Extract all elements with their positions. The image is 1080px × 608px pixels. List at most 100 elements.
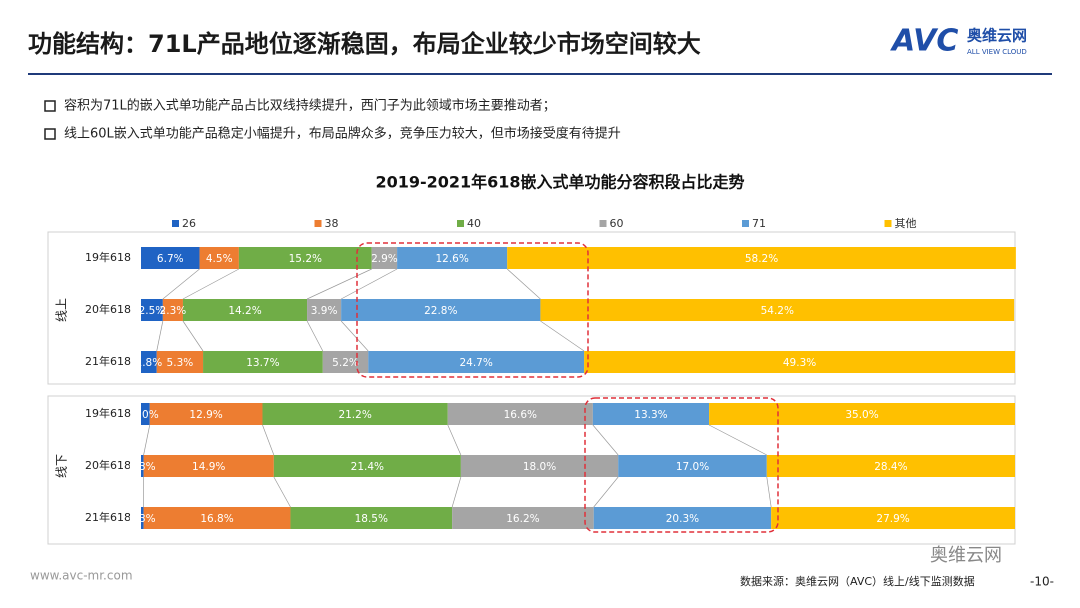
legend-label: 60 [610,217,624,230]
data-label: 16.8% [200,513,233,525]
data-label: 1.8% [136,357,163,369]
bar-segment [618,455,767,477]
source: 数据来源：奥维云网（AVC）线上/线下监测数据 [740,574,975,588]
bar-segment [182,299,308,321]
wechat-mark: 奥维云网 [930,545,1002,566]
bar-segment [199,247,239,269]
legend-label: 其他 [895,217,917,230]
category-label: 20年618 [85,458,131,472]
data-label: 58.2% [745,253,778,265]
connector [340,268,398,300]
legend-swatch [314,220,322,227]
chart-title: 2019-2021年618嵌入式单功能分容积段占比走势 [375,173,744,192]
data-label: 54.2% [761,305,794,317]
data-label: 16.2% [506,513,539,525]
bar-segment [162,299,183,321]
bar-segment [141,507,144,529]
bar-segment [447,403,593,425]
connector [593,476,619,508]
connector [273,476,291,508]
bar-segment [141,403,150,425]
bar-segment [452,507,594,529]
group-frame [47,231,1016,385]
bar-segment [203,351,323,373]
footer-url: www.avc-mr.com [30,569,133,583]
connector [340,320,369,352]
legend-label: 71 [752,217,766,230]
bar-segment [290,507,453,529]
data-label: 12.6% [435,253,468,265]
data-label: 3.9% [311,305,338,317]
connector [162,268,200,300]
bar-segment [238,247,372,269]
data-label: 14.9% [192,461,225,473]
connector [182,268,240,300]
data-label: 0.3% [129,461,156,473]
legend-label: 38 [325,217,339,230]
group-label: 线上 [55,298,69,322]
data-label: 18.5% [355,513,388,525]
data-label: 2.9% [371,253,398,265]
connector [451,476,462,508]
bar-segment [149,403,263,425]
data-label: 0.3% [129,513,156,525]
data-label: 4.5% [206,253,233,265]
data-label: 28.4% [874,461,907,473]
data-label: 5.2% [332,357,359,369]
data-label: 5.3% [167,357,194,369]
bar-segment [143,507,291,529]
bar-segment [141,351,157,373]
bar-segment [540,299,1015,321]
connector [306,268,372,300]
bullet-icon [44,100,56,112]
connector [708,424,767,456]
bar-segment [593,507,772,529]
connector [182,320,204,352]
data-label: 18.0% [523,461,556,473]
logo: AVC [890,24,958,59]
highlight-box [584,397,779,533]
bar-segment [141,247,200,269]
bar-segment [141,299,163,321]
data-label: 35.0% [845,409,878,421]
bar-segment [341,299,541,321]
bar-segment [584,351,1015,373]
connector [262,424,275,456]
data-label: 13.7% [246,357,279,369]
logo-en: ALL VIEW CLOUD [967,48,1027,56]
bar-segment [507,247,1016,269]
bar-segment [766,455,1015,477]
bar-segment [273,455,461,477]
data-label: 6.7% [157,253,184,265]
legend-label: 26 [182,217,196,230]
connector [306,320,324,352]
data-label: 2.3% [160,305,187,317]
bar-segment [307,299,342,321]
legend-swatch [599,220,607,227]
legend-swatch [172,220,179,227]
legend-label: 40 [467,217,481,230]
data-label: 24.7% [459,357,492,369]
legend-swatch [884,220,892,227]
category-label: 20年618 [85,302,131,316]
data-label: 1.0% [132,409,159,421]
bullet: 容积为71L的嵌入式单功能产品占比双线持续提升，西门子为此领域市场主要推动者； [64,98,556,114]
bar-segment [771,507,1015,529]
data-label: 20.3% [666,513,699,525]
bar-segment [262,403,448,425]
bar-segment [460,455,619,477]
category-label: 21年618 [85,510,131,524]
bar-segment [709,403,1015,425]
page-number: -10- [1030,575,1054,589]
bar-segment [156,351,204,373]
data-label: 2.5% [139,305,166,317]
connector [540,320,585,352]
connector [447,424,462,456]
legend-swatch [457,220,464,227]
data-label: 15.2% [289,253,322,265]
logo-cn: 奥维云网 [967,27,1027,45]
bar-segment [371,247,398,269]
legend-swatch [742,220,749,227]
bar-segment [368,351,585,373]
